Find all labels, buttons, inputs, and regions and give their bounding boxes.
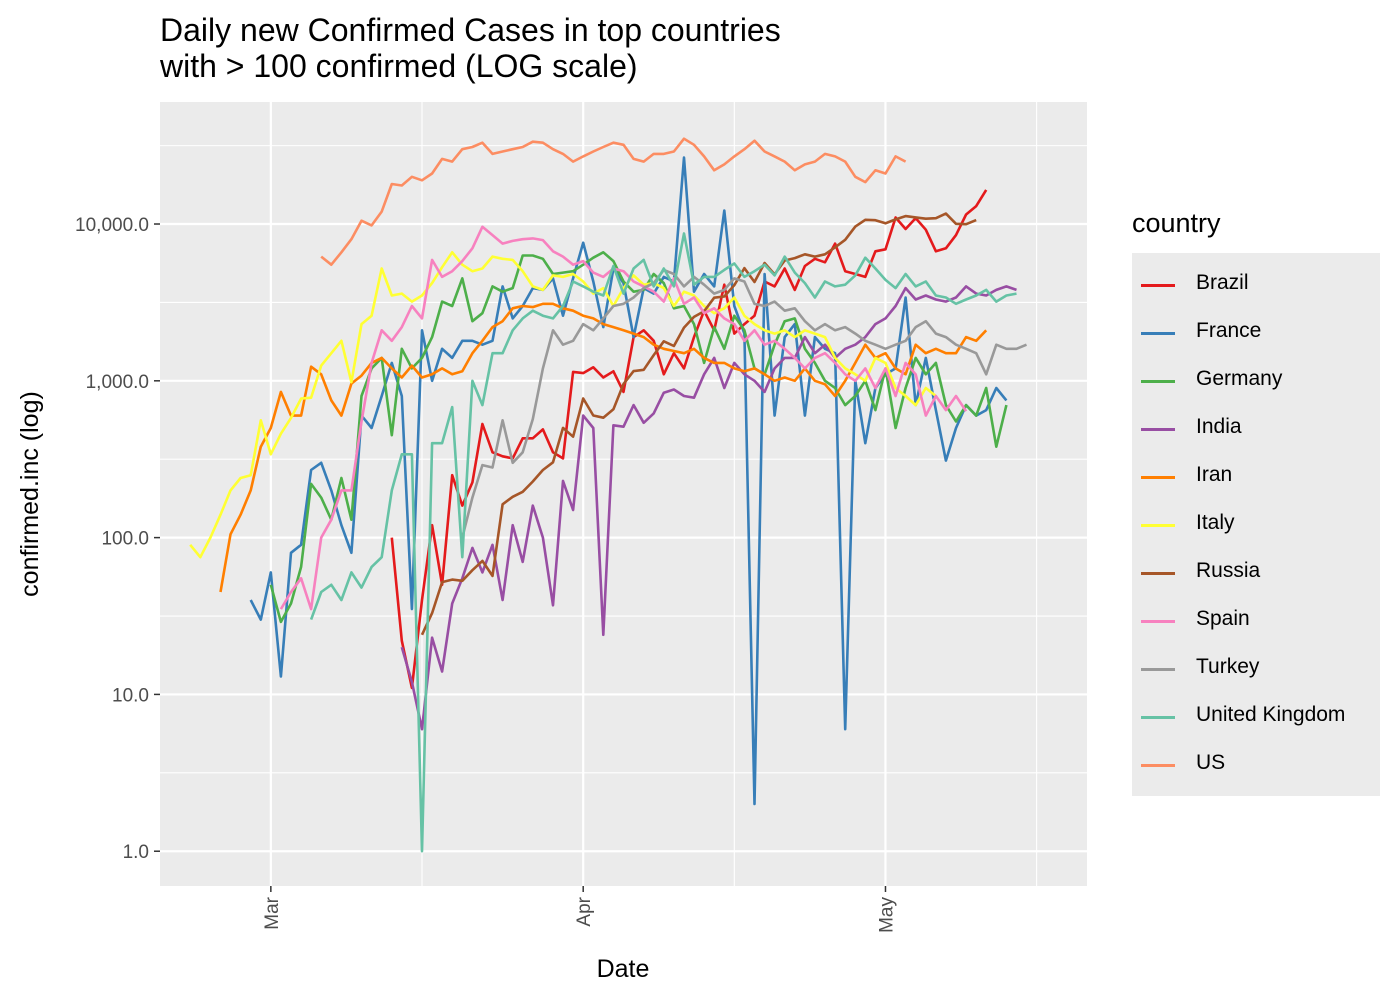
- x-axis-title: Date: [597, 955, 650, 983]
- legend-item: United Kingdom: [1132, 693, 1380, 741]
- legend-keys: Brazil France Germany India Iran Italy Russia S…: [1132, 253, 1380, 796]
- series-line-united-kingdom: [309, 232, 1017, 853]
- series-line-india: [400, 285, 1017, 731]
- legend-label: United Kingdom: [1196, 703, 1346, 726]
- legend-key-line: [1141, 620, 1175, 623]
- legend-item: Russia: [1132, 549, 1380, 597]
- legend-item: Spain: [1132, 597, 1380, 645]
- y-tick-label: 10.0: [112, 685, 149, 706]
- chart-title-line-1: Daily new Confirmed Cases in top countri…: [160, 12, 781, 48]
- legend-item: Turkey: [1132, 645, 1380, 693]
- legend-label: Russia: [1196, 559, 1261, 582]
- legend-label: Iran: [1196, 463, 1233, 486]
- major-gridlines: [160, 102, 1087, 886]
- chart-title-line-2: with > 100 confirmed (LOG scale): [160, 48, 638, 84]
- x-tick-label: May: [876, 897, 897, 933]
- legend-key-line: [1141, 764, 1175, 767]
- legend-key-line: [1141, 332, 1175, 335]
- legend-label: Spain: [1196, 607, 1250, 630]
- series-line-spain: [279, 225, 968, 611]
- y-tick-label: 1,000.0: [86, 372, 149, 393]
- legend-label: India: [1196, 415, 1242, 438]
- legend-item: Italy: [1132, 501, 1380, 549]
- plot-panel: [160, 102, 1087, 886]
- series-line-brazil: [390, 189, 988, 690]
- legend-item: Iran: [1132, 453, 1380, 501]
- legend-item: Brazil: [1132, 261, 1380, 309]
- series-line-germany: [269, 251, 1008, 624]
- legend-label: US: [1196, 751, 1226, 774]
- y-tick-label: 100.0: [101, 529, 149, 550]
- legend-key-line: [1141, 476, 1175, 479]
- legend-label: Turkey: [1196, 655, 1260, 678]
- series-line-iran: [219, 302, 988, 593]
- series-line-turkey: [461, 268, 1027, 538]
- legend-key-line: [1141, 716, 1175, 719]
- legend-item: France: [1132, 309, 1380, 357]
- legend-key-line: [1141, 572, 1175, 575]
- legend-key-line: [1141, 380, 1175, 383]
- legend-key-line: [1141, 524, 1175, 527]
- legend-key-line: [1141, 284, 1175, 287]
- legend-item: India: [1132, 405, 1380, 453]
- legend-label: Brazil: [1196, 271, 1249, 294]
- series-line-russia: [420, 212, 977, 636]
- legend-label: Germany: [1196, 367, 1283, 390]
- series-line-france: [249, 156, 1008, 806]
- x-axis: Mar Apr May: [262, 886, 897, 933]
- legend: country Brazil France Germany India Iran Ital…: [1132, 208, 1380, 796]
- legend-key-line: [1141, 668, 1175, 671]
- chart-title: Daily new Confirmed Cases in top countri…: [160, 12, 781, 84]
- legend-key-line: [1141, 428, 1175, 431]
- legend-item: US: [1132, 741, 1380, 789]
- x-tick-label: Mar: [262, 896, 283, 929]
- legend-item: Germany: [1132, 357, 1380, 405]
- y-axis: 1.0 10.0 100.0 1,000.0 10,000.0: [75, 215, 160, 863]
- y-tick-label: 1.0: [123, 842, 149, 863]
- y-tick-label: 10,000.0: [75, 215, 149, 236]
- series-lines: [189, 137, 1027, 853]
- series-line-italy: [189, 251, 937, 559]
- legend-label: Italy: [1196, 511, 1235, 534]
- series-line-us: [320, 137, 907, 267]
- legend-label: France: [1196, 319, 1262, 342]
- y-axis-title: confirmed.inc (log): [16, 391, 44, 597]
- legend-title: country: [1132, 208, 1221, 238]
- x-tick-label: Apr: [574, 896, 595, 926]
